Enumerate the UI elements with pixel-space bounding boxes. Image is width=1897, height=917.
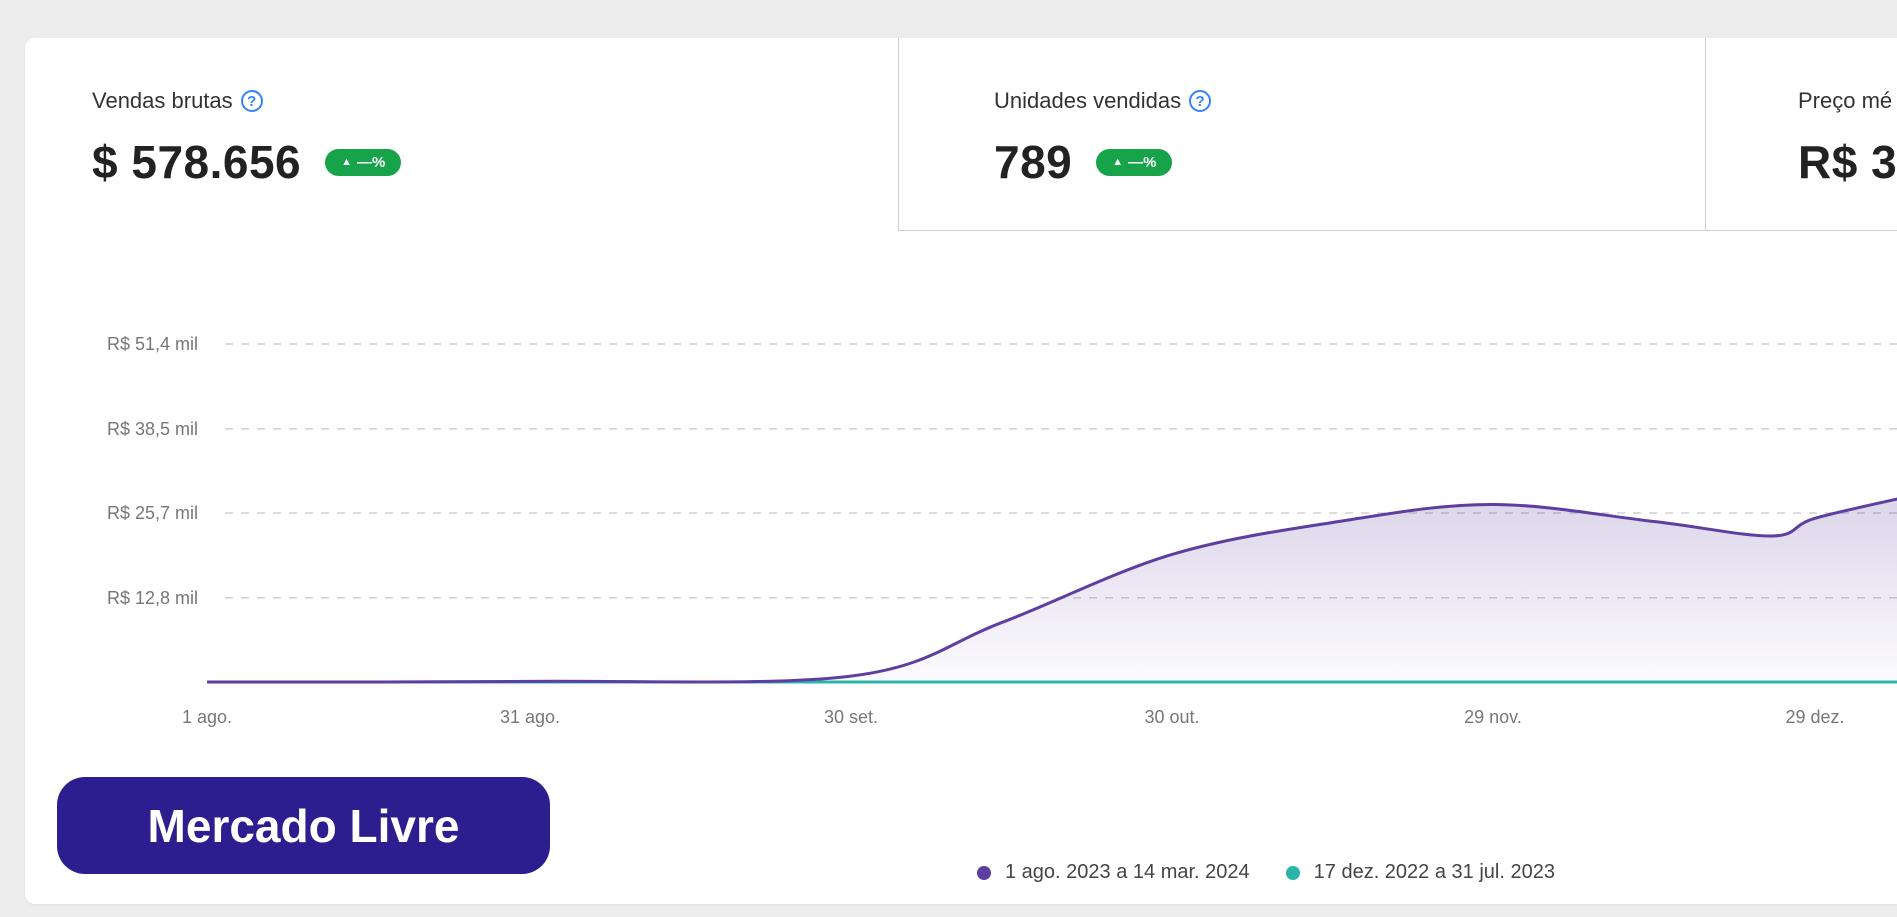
kpi-label: Vendas brutas bbox=[92, 88, 233, 113]
x-tick-label: 1 ago. bbox=[182, 707, 232, 727]
kpi-gross-sales[interactable]: Vendas brutas ? $ 578.656 ▲ —% bbox=[25, 38, 898, 231]
x-tick-label: 30 out. bbox=[1144, 707, 1199, 727]
trend-up-icon: ▲ bbox=[341, 155, 353, 168]
brand-label: Mercado Livre bbox=[147, 799, 460, 852]
legend-label: 1 ago. 2023 a 14 mar. 2024 bbox=[1005, 861, 1250, 883]
x-tick-label: 29 dez. bbox=[1785, 707, 1844, 727]
trend-badge-label: —% bbox=[1128, 153, 1157, 171]
kpi-label: Preço mé bbox=[1798, 88, 1893, 113]
legend-item-current[interactable]: 1 ago. 2023 a 14 mar. 2024 bbox=[977, 861, 1250, 884]
kpi-value: R$ 31 bbox=[1798, 136, 1897, 188]
help-icon[interactable]: ? bbox=[240, 90, 263, 112]
y-tick-label: R$ 12,8 mil bbox=[107, 588, 198, 608]
trend-badge: ▲ —% bbox=[325, 148, 402, 176]
sales-dashboard-card: Vendas brutas ? $ 578.656 ▲ —% Unidades … bbox=[25, 38, 1897, 904]
series-line-current bbox=[206, 497, 1897, 684]
help-icon[interactable]: ? bbox=[1189, 90, 1212, 112]
kpi-average-price[interactable]: Preço mé R$ 31 bbox=[1706, 38, 1897, 231]
y-tick-label: R$ 25,7 mil bbox=[107, 503, 198, 523]
trend-badge-label: —% bbox=[357, 153, 386, 171]
x-tick-label: 30 set. bbox=[824, 707, 878, 727]
sales-line-chart: R$ 12,8 mil R$ 25,7 mil R$ 38,5 mil R$ 51,4… bbox=[107, 334, 1897, 727]
brand-logo: Mercado Livre bbox=[57, 777, 550, 874]
kpi-units-sold[interactable]: Unidades vendidas ? 789 ▲ —% bbox=[898, 38, 1706, 231]
series-area-current bbox=[207, 499, 1897, 683]
legend-item-comparison[interactable]: 17 dez. 2022 a 31 jul. 2023 bbox=[1285, 861, 1555, 884]
kpi-label: Unidades vendidas bbox=[994, 88, 1182, 113]
y-tick-label: R$ 38,5 mil bbox=[107, 419, 198, 439]
trend-badge: ▲ —% bbox=[1096, 148, 1173, 176]
trend-up-icon: ▲ bbox=[1112, 155, 1124, 168]
chart-legend: 1 ago. 2023 a 14 mar. 2024 17 dez. 2022 … bbox=[977, 861, 1555, 884]
x-tick-label: 29 nov. bbox=[1464, 707, 1522, 727]
legend-dot-current bbox=[977, 865, 991, 880]
x-tick-label: 31 ago. bbox=[500, 707, 560, 727]
kpi-value: $ 578.656 bbox=[92, 136, 302, 188]
y-tick-label: R$ 51,4 mil bbox=[107, 334, 198, 354]
legend-dot-comparison bbox=[1285, 865, 1300, 880]
kpi-value: 789 bbox=[994, 136, 1073, 188]
legend-label: 17 dez. 2022 a 31 jul. 2023 bbox=[1313, 861, 1555, 883]
